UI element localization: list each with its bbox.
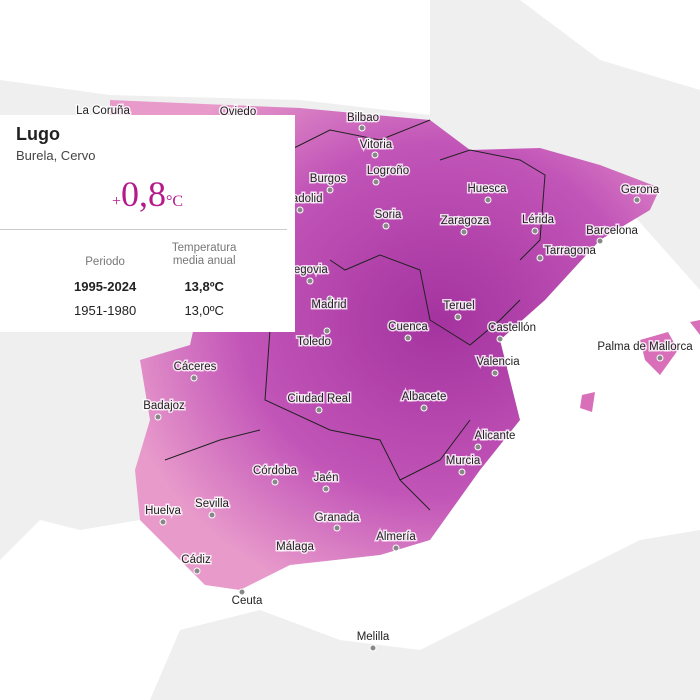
city-dot — [404, 334, 412, 342]
region-borders — [164, 119, 546, 511]
city-label: Tarragona — [544, 245, 596, 257]
city-dot — [208, 511, 216, 519]
city-label: Lérida — [522, 214, 555, 226]
africa — [150, 530, 700, 700]
city-dot — [372, 178, 380, 186]
city-label: Logroño — [367, 165, 409, 177]
islands — [580, 320, 700, 412]
city-label: Ciudad Real — [287, 393, 350, 405]
tooltip-subtitle: Burela, Cervo — [16, 148, 96, 163]
city-dot — [322, 485, 330, 493]
city-dot — [278, 544, 286, 552]
cell: 1951-1980 — [74, 303, 137, 318]
city-label: Palma de Mallorca — [597, 341, 693, 353]
city-label: Valencia — [476, 356, 520, 368]
city-label: Zaragoza — [441, 215, 490, 227]
city-dot — [392, 544, 400, 552]
change: +0,8°C — [16, 173, 279, 215]
city-label: Huesca — [468, 183, 508, 195]
city-dot — [656, 354, 664, 362]
city-label: Alicante — [475, 430, 516, 442]
city-dot — [531, 227, 539, 235]
tooltip: Lugo Burela, Cervo +0,8°C Periodo Tempera… — [0, 115, 295, 332]
city-dot — [306, 277, 314, 285]
city-dot — [315, 406, 323, 414]
city-dot — [371, 151, 379, 159]
city-label: Castellón — [488, 322, 536, 334]
cell: 1995-2024 — [74, 279, 137, 294]
city-dot — [238, 588, 246, 596]
city-label: Toledo — [297, 336, 331, 348]
city-label: Bilbao — [347, 112, 379, 124]
city-dot — [536, 254, 544, 262]
city-dot — [159, 518, 167, 526]
cell: 13,0ºC — [184, 303, 224, 318]
city-label: Badajoz — [143, 400, 185, 412]
city-label: La Coruña — [76, 105, 130, 117]
city-label: Granada — [315, 512, 360, 524]
header: Periodo — [85, 256, 125, 268]
city-label: Ceuta — [232, 595, 263, 607]
city-dot — [633, 196, 641, 204]
city-dot — [296, 206, 304, 214]
city-dot — [326, 295, 334, 303]
city-label: Málaga — [276, 541, 314, 553]
change-sign: + — [111, 193, 121, 210]
city-label: Jaén — [314, 472, 339, 484]
city-label: Burgos — [310, 173, 347, 185]
city-dot — [190, 374, 198, 382]
city-dot — [484, 196, 492, 204]
city-label: Segovia — [286, 264, 328, 276]
city-label: Huelva — [145, 505, 181, 517]
city-label: Gerona — [621, 184, 660, 196]
city-dot — [474, 443, 482, 451]
city-dot — [333, 524, 341, 532]
city-label: Sevilla — [195, 498, 229, 510]
city-label: Córdoba — [253, 465, 298, 477]
city-label: Barcelona — [586, 225, 638, 237]
city-label: Cádiz — [181, 554, 211, 566]
temperature-table: Periodo Temperatura media anual 1995-2024… — [60, 242, 258, 324]
city-label: Vitoria — [360, 139, 393, 151]
city-label: Murcia — [446, 455, 481, 467]
city-dot — [420, 404, 428, 412]
city-dot — [596, 237, 604, 245]
city-label: Soria — [375, 209, 402, 221]
city-dot — [382, 222, 390, 230]
city-dot — [454, 313, 462, 321]
change-value: 0,8 — [120, 174, 166, 214]
city-dot — [458, 468, 466, 476]
city-label: Madrid — [311, 299, 346, 311]
city-labels: La Coruña Oviedo BilbaoVitoriaLogroñoBurgo… — [75, 104, 695, 652]
city-label: Cáceres — [174, 361, 217, 373]
header: Temperatura media anual — [171, 242, 237, 267]
change-unit: °C — [165, 193, 184, 210]
divider — [0, 229, 287, 230]
city-label: Albacete — [402, 391, 447, 403]
tooltip-title: Lugo — [16, 124, 60, 144]
city-dot — [154, 413, 162, 421]
city-dot — [460, 228, 468, 236]
city-dot — [369, 644, 377, 652]
city-dot — [326, 186, 334, 194]
city-label: Teruel — [443, 300, 474, 312]
city-label: Melilla — [357, 631, 390, 643]
city-dot — [358, 124, 366, 132]
city-label: Almería — [376, 531, 416, 543]
city-dot — [271, 478, 279, 486]
city-dot — [491, 369, 499, 377]
city-dot — [496, 335, 504, 343]
cell: 13,8ºC — [184, 279, 224, 294]
city-dot — [323, 327, 331, 335]
city-dot — [193, 567, 201, 575]
city-label: Cuenca — [388, 321, 428, 333]
